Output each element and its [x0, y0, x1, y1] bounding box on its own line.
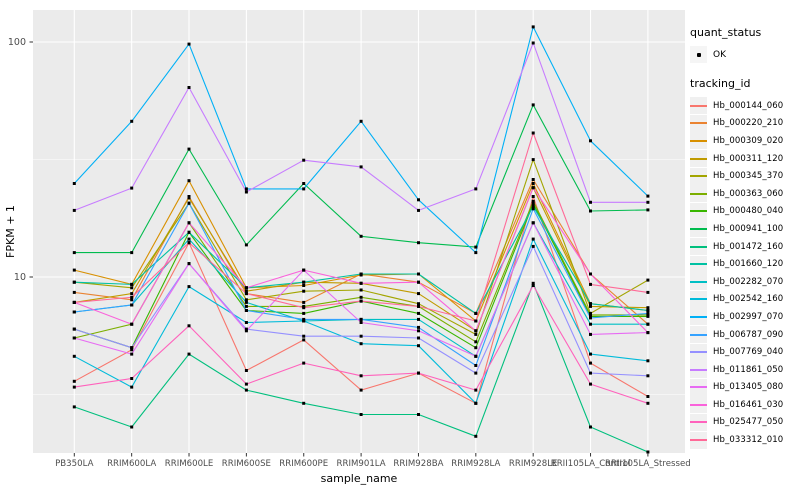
legend-item-label: Hb_006787_090 [713, 329, 784, 340]
legend-key-swatch [690, 238, 707, 256]
legend-item-label: Hb_007769_040 [713, 347, 784, 358]
legend-item-Hb_007769_040: Hb_007769_040 [690, 343, 798, 361]
legend-key-swatch [690, 343, 707, 361]
legend-key-swatch [690, 202, 707, 220]
legend-item-label: Hb_000363_060 [713, 188, 784, 199]
svg-text:RRIM928BA: RRIM928BA [393, 459, 443, 469]
legend-item-Hb_025477_050: Hb_025477_050 [690, 413, 798, 432]
svg-text:RRIM600PE: RRIM600PE [279, 459, 328, 469]
gridlines-major-vertical [73, 10, 649, 453]
svg-text:RRIM901LA: RRIM901LA [337, 459, 386, 469]
legend-item-label: Hb_002282_070 [713, 276, 784, 287]
legend-item-Hb_000309_020: Hb_000309_020 [690, 132, 798, 150]
legend-item-label: Hb_013405_080 [713, 382, 784, 393]
legend-key-swatch [690, 396, 707, 414]
legend-key-swatch [690, 167, 707, 185]
legend-tracking-items: Hb_000144_060 Hb_000220_210 Hb_000309_020 H… [690, 97, 798, 449]
svg-text:RRII105LA_Control: RRII105LA_Control [551, 459, 631, 469]
ok-key-box [690, 46, 707, 63]
plot-area: 100 10 PB350LA RRIM600LA RRIM600LE RRIM600SE R… [4, 10, 690, 485]
legend-item-Hb_001660_120: Hb_001660_120 [690, 255, 798, 273]
legend-item-label: Hb_000220_210 [713, 118, 784, 129]
legend-ok-label: OK [713, 49, 726, 60]
point-glyph-icon [696, 52, 701, 57]
legend-item-label: Hb_000311_120 [713, 153, 784, 164]
legend-item-label: Hb_000309_020 [713, 135, 784, 146]
legend-key-swatch [690, 326, 707, 344]
legend-key-swatch [690, 97, 707, 115]
legend-key-swatch [690, 361, 707, 379]
svg-text:PB350LA: PB350LA [55, 459, 93, 469]
legend-item-Hb_011861_050: Hb_011861_050 [690, 361, 798, 379]
legend-item-label: Hb_016461_030 [713, 399, 784, 410]
svg-text:RRIM600LA: RRIM600LA [107, 459, 156, 469]
legend-item-label: Hb_002542_160 [713, 294, 784, 305]
legend-key-swatch [690, 290, 707, 308]
x-axis-tick-labels: PB350LA RRIM600LA RRIM600LE RRIM600SE RRIM60… [55, 459, 690, 469]
legend-key-swatch [690, 413, 707, 431]
legend-key-swatch [690, 378, 707, 396]
svg-text:RRIM928LA: RRIM928LA [451, 459, 500, 469]
legend-key-swatch [690, 132, 707, 150]
panel-background [33, 10, 685, 453]
legend-item-label: Hb_000480_040 [713, 206, 784, 217]
gridlines-minor [33, 159, 685, 395]
legend-item-Hb_000311_120: Hb_000311_120 [690, 150, 798, 168]
legend-item-label: Hb_025477_050 [713, 417, 784, 428]
legend-item-Hb_006787_090: Hb_006787_090 [690, 326, 798, 344]
y-axis-tick-labels: 100 10 [8, 37, 26, 283]
legend-item-Hb_000144_060: Hb_000144_060 [690, 97, 798, 115]
data-points [72, 25, 650, 454]
legend-item-Hb_002542_160: Hb_002542_160 [690, 290, 798, 309]
legend-item-Hb_016461_030: Hb_016461_030 [690, 396, 798, 414]
x-axis-title: sample_name [321, 472, 398, 485]
legend-item-Hb_000480_040: Hb_000480_040 [690, 202, 798, 221]
svg-text:RRIM600SE: RRIM600SE [222, 459, 271, 469]
svg-text:RRIM928LE: RRIM928LE [509, 459, 558, 469]
legend-item-label: Hb_000144_060 [713, 100, 784, 111]
svg-text:100: 100 [8, 37, 26, 48]
legend-item-Hb_000941_100: Hb_000941_100 [690, 220, 798, 238]
legend-key-swatch [690, 273, 707, 291]
legend-key-swatch [690, 431, 707, 449]
legend-item-label: Hb_001472_160 [713, 241, 784, 252]
legend-item-Hb_033312_010: Hb_033312_010 [690, 431, 798, 449]
legend-key-swatch [690, 114, 707, 132]
legend-tracking-id-title: tracking_id [690, 77, 751, 90]
legend-key-swatch [690, 308, 707, 326]
legend-item-Hb_000220_210: Hb_000220_210 [690, 114, 798, 133]
legend-quant-status-title: quant_status [690, 26, 762, 39]
legend-item-label: Hb_000345_370 [713, 171, 784, 182]
legend-item-label: Hb_001660_120 [713, 259, 784, 270]
legend-key-swatch [690, 150, 707, 168]
legend-item-Hb_001472_160: Hb_001472_160 [690, 238, 798, 256]
legend-key-swatch [690, 185, 707, 203]
y-axis-title: FPKM + 1 [4, 205, 17, 258]
legend-item-label: Hb_033312_010 [713, 435, 784, 446]
svg-text:10: 10 [14, 272, 26, 283]
legend-item-label: Hb_000941_100 [713, 223, 784, 234]
legend-item-Hb_002282_070: Hb_002282_070 [690, 273, 798, 291]
legend-item-ok: OK [690, 46, 798, 63]
svg-text:RRIM600LE: RRIM600LE [165, 459, 214, 469]
legend: quant_status OK tracking_id Hb_000144_06… [690, 26, 798, 449]
axis-ticks [29, 41, 649, 457]
svg-text:RRII105LA_Stressed: RRII105LA_Stressed [605, 459, 690, 469]
legend-item-Hb_000345_370: Hb_000345_370 [690, 167, 798, 185]
legend-item-Hb_013405_080: Hb_013405_080 [690, 378, 798, 397]
legend-item-label: Hb_002997_070 [713, 311, 784, 322]
legend-item-Hb_002997_070: Hb_002997_070 [690, 308, 798, 326]
legend-key-swatch [690, 220, 707, 238]
legend-item-Hb_000363_060: Hb_000363_060 [690, 185, 798, 203]
legend-key-swatch [690, 255, 707, 273]
legend-item-label: Hb_011861_050 [713, 364, 784, 375]
